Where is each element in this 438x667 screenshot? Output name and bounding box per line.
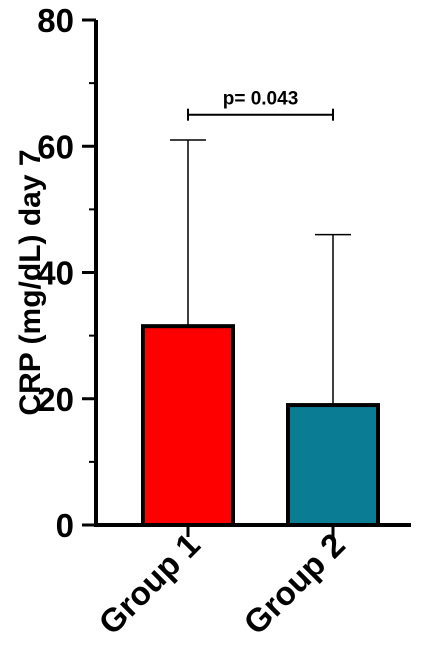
x-tick-label-group-1: Group 1 <box>91 526 207 642</box>
x-tick-label-group-2: Group 2 <box>236 526 352 642</box>
significance-label: p= 0.043 <box>223 89 299 110</box>
chart-error-bars <box>170 139 351 406</box>
bar-group-1 <box>141 324 235 527</box>
y-tick-label-20: 20 <box>37 381 74 418</box>
y-tick-label-0: 0 <box>56 507 74 544</box>
significance-bracket: p= 0.043 <box>187 89 334 121</box>
y-axis-label: CRP (mg/dL) day 7 <box>14 149 47 415</box>
chart-bars <box>141 324 380 527</box>
y-tick-label-60: 60 <box>37 128 74 165</box>
y-tick-label-40: 40 <box>37 255 74 292</box>
bar-group-2 <box>286 403 380 527</box>
y-tick-label-80: 80 <box>37 2 74 39</box>
